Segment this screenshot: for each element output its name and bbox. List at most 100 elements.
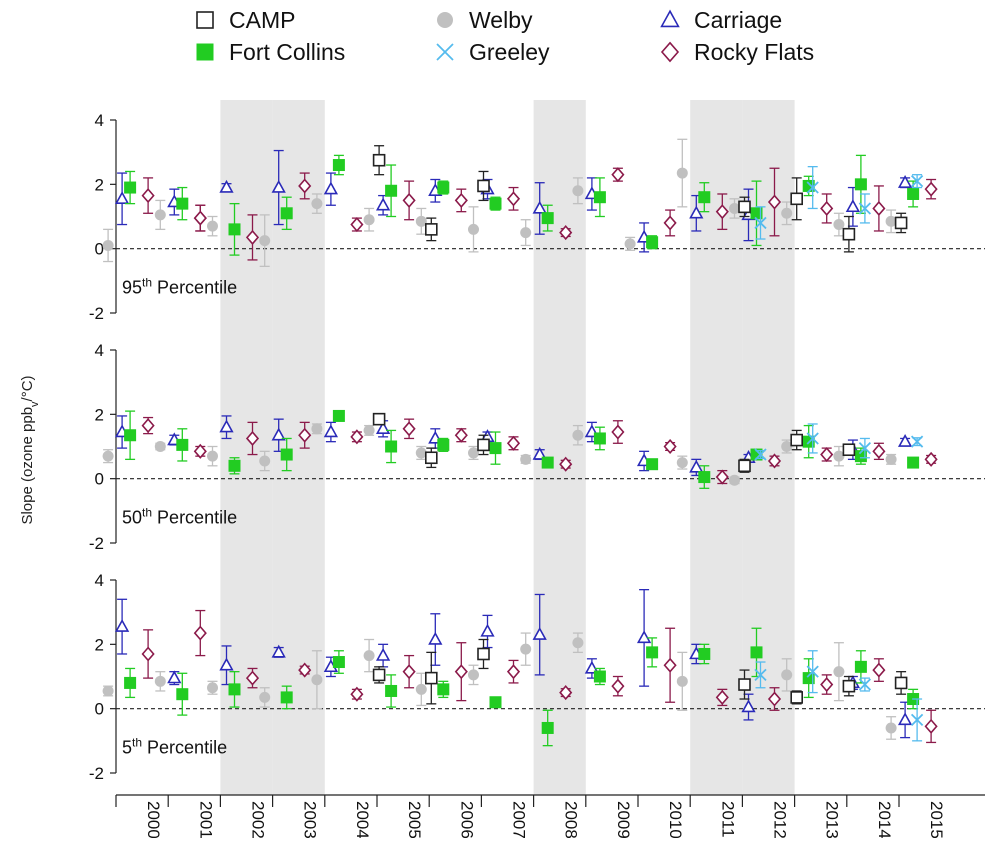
- point-50th-Welby-2014: [833, 445, 845, 467]
- point-5th-FortCollins-2007-marker: [489, 696, 502, 709]
- point-5th-RockyFlats-2010: [663, 627, 677, 703]
- point-5th-RockyFlats-2003-marker: [298, 662, 312, 678]
- y-tick-label-5th--2: -2: [89, 764, 104, 783]
- point-50th-Welby-2009-marker: [572, 429, 584, 441]
- point-50th-RockyFlats-2015: [924, 451, 938, 467]
- point-5th-FortCollins-2008: [541, 709, 554, 747]
- point-5th-Greeley-2013: [806, 650, 819, 694]
- x-tick-label-2002: 2002: [249, 801, 268, 838]
- point-5th-FortCollins-2013-marker: [802, 672, 815, 685]
- point-5th-FortCollins-2010-marker: [646, 646, 659, 659]
- point-95th-Welby-2003-marker: [259, 235, 271, 247]
- point-95th-RockyFlats-2013-marker: [820, 200, 834, 217]
- point-5th-Welby-2006: [415, 672, 427, 707]
- x-tick-label-2013: 2013: [823, 801, 842, 838]
- point-95th-RockyFlats-2015-marker: [924, 181, 938, 197]
- point-50th-Greeley-2015: [910, 435, 924, 448]
- point-50th-FortCollins-2008: [541, 456, 554, 469]
- point-95th-Welby-2001-marker: [154, 209, 166, 221]
- point-5th-Welby-2003: [259, 687, 271, 708]
- point-50th-Welby-2007-marker: [468, 447, 479, 459]
- point-50th-RockyFlats-2002: [245, 421, 260, 456]
- legend-label-RockyFlats: Rocky Flats: [694, 39, 814, 65]
- point-50th-RockyFlats-2004-marker: [350, 429, 364, 445]
- point-5th-RockyFlats-2004-marker: [350, 686, 364, 702]
- point-5th-FortCollins-2006: [437, 680, 450, 699]
- point-5th-Carriage-2003-marker: [271, 644, 286, 658]
- point-5th-RockyFlats-2005: [402, 654, 416, 689]
- point-50th-Welby-2015: [885, 453, 897, 465]
- point-50th-Welby-2006-marker: [415, 447, 427, 459]
- point-5th-CAMP-2007-marker: [477, 647, 490, 661]
- point-95th-Greeley-2014-marker: [858, 202, 872, 215]
- point-5th-RockyFlats-2002-marker: [245, 670, 260, 686]
- point-50th-FortCollins-2000-marker: [124, 429, 137, 442]
- point-95th-RockyFlats-2000: [141, 177, 155, 214]
- legend-marker-FortCollins: [196, 43, 214, 61]
- point-5th-FortCollins-2007: [489, 696, 502, 709]
- point-5th-RockyFlats-2000-marker: [141, 646, 155, 662]
- point-95th-CAMP-2006: [424, 217, 438, 242]
- point-5th-RockyFlats-2007: [506, 659, 521, 684]
- point-95th-Welby-2013: [781, 201, 793, 226]
- point-5th-Carriage-2007-marker: [480, 623, 495, 637]
- point-95th-FortCollins-2005: [385, 164, 398, 218]
- legend-marker-RockyFlats: [660, 41, 680, 63]
- panel-label-sup: th: [142, 506, 152, 520]
- point-5th-Welby-2005: [363, 638, 375, 673]
- point-95th-Carriage-2004: [323, 172, 339, 206]
- point-95th-RockyFlats-2007-marker: [506, 191, 521, 207]
- point-5th-FortCollins-2011: [698, 643, 711, 665]
- point-50th-RockyFlats-2011-marker: [715, 469, 729, 485]
- point-5th-Greeley-2012-marker: [754, 668, 767, 682]
- point-5th-Greeley-2014-marker: [858, 678, 872, 691]
- point-50th-RockyFlats-2008-marker: [559, 456, 573, 472]
- point-5th-Welby-2001-marker: [154, 675, 166, 687]
- point-5th-RockyFlats-2004: [350, 686, 364, 702]
- point-5th-CAMP-2006: [424, 651, 438, 705]
- point-95th-Greeley-2013-marker: [806, 181, 819, 194]
- legend-label-Greeley: Greeley: [469, 39, 550, 65]
- point-5th-Carriage-2003: [271, 644, 286, 658]
- point-95th-CAMP-2012-marker: [738, 200, 751, 214]
- point-50th-FortCollins-2015: [907, 456, 920, 469]
- legend: CAMP Fort Collins Welby Greeley Carriage Rock…: [196, 7, 814, 65]
- point-5th-RockyFlats-2002: [245, 667, 260, 689]
- point-95th-RockyFlats-2006: [454, 188, 468, 213]
- point-50th-CAMP-2012-marker: [738, 459, 751, 473]
- point-95th-Carriage-2011-marker: [689, 205, 704, 219]
- point-5th-CAMP-2012-marker: [738, 678, 751, 691]
- point-95th-RockyFlats-2010-marker: [663, 215, 677, 231]
- y-tick-label-50th-0: 0: [95, 470, 104, 489]
- point-50th-FortCollins-2000: [124, 410, 137, 461]
- point-95th-RockyFlats-2005: [402, 180, 416, 221]
- point-50th-FortCollins-2004-marker: [332, 409, 345, 422]
- point-5th-Carriage-2015: [897, 701, 913, 739]
- point-95th-RockyFlats-2008: [559, 225, 573, 241]
- point-5th-Carriage-2000: [114, 598, 130, 655]
- point-95th-CAMP-2015: [894, 212, 908, 234]
- point-50th-FortCollins-2005-marker: [385, 440, 398, 453]
- point-50th-FortCollins-2010-marker: [646, 458, 659, 471]
- panel-label-50th: 50th Percentile: [122, 506, 237, 528]
- point-95th-Welby-2010-marker: [624, 238, 636, 250]
- point-5th-FortCollins-2000-marker: [124, 676, 137, 689]
- point-50th-Welby-2005: [363, 424, 375, 436]
- point-5th-Greeley-2015-marker: [910, 713, 924, 727]
- point-50th-RockyFlats-2014-marker: [872, 443, 886, 459]
- y-tick-label-50th-4: 4: [95, 341, 104, 360]
- point-50th-RockyFlats-2002-marker: [245, 430, 260, 447]
- panel-label-text: Percentile: [142, 738, 227, 758]
- point-95th-Welby-2012-marker: [729, 202, 740, 214]
- point-95th-FortCollins-2010-marker: [646, 236, 659, 249]
- point-5th-Welby-2000: [102, 685, 114, 697]
- point-50th-Welby-2008: [520, 453, 532, 465]
- point-50th-Greeley-2014-marker: [858, 441, 872, 455]
- y-axis-label-main: Slope (ozone ppb: [19, 407, 36, 525]
- point-5th-Welby-2015: [885, 716, 897, 740]
- point-5th-RockyFlats-2015: [924, 709, 938, 744]
- point-50th-RockyFlats-2006-marker: [454, 427, 468, 443]
- point-95th-RockyFlats-2001-marker: [193, 210, 207, 226]
- x-tick-label-2011: 2011: [718, 801, 737, 838]
- point-50th-FortCollins-2001: [176, 428, 189, 462]
